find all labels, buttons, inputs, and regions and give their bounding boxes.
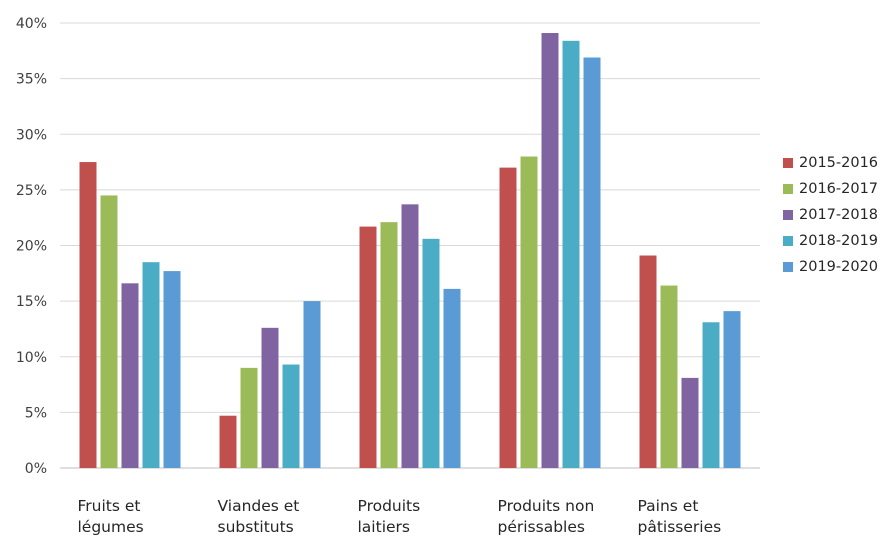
bar [583, 57, 601, 469]
bar [660, 285, 678, 468]
category-label: Produits laitiers [358, 497, 421, 536]
legend-item: 2016-2017 [783, 176, 878, 202]
bar [541, 33, 559, 468]
y-tick-label: 15% [16, 294, 47, 310]
y-tick-label: 25% [16, 183, 47, 199]
bar [303, 301, 321, 468]
bar [100, 195, 118, 468]
legend: 2015-2016 2016-2017 2017-2018 2018-2019 2019… [783, 150, 878, 280]
legend-item: 2018-2019 [783, 228, 878, 254]
y-tick-label: 30% [16, 127, 47, 143]
bar [380, 222, 398, 468]
bar [79, 162, 97, 468]
legend-swatch [783, 262, 793, 272]
legend-swatch [783, 236, 793, 246]
y-axis-ticks: 0% 5% 10% 15% 20% 25% 30% 35% 40% [16, 16, 47, 477]
bars [79, 33, 741, 469]
bar [520, 156, 538, 468]
bar [499, 167, 517, 468]
legend-label: 2017-2018 [799, 207, 879, 223]
y-tick-label: 40% [16, 16, 47, 32]
bar [723, 311, 741, 468]
category-label: Fruits et légumes [78, 497, 144, 536]
bar [681, 377, 699, 468]
y-tick-label: 5% [25, 405, 47, 421]
legend-item: 2017-2018 [783, 202, 878, 228]
y-tick-label: 10% [16, 350, 47, 366]
bar [639, 255, 657, 468]
y-tick-label: 20% [16, 239, 47, 255]
legend-label: 2015-2016 [799, 155, 879, 171]
bar [121, 283, 139, 468]
bar [443, 288, 461, 468]
bar [562, 40, 580, 469]
legend-swatch [783, 210, 793, 220]
bar [142, 262, 160, 468]
legend-label: 2019-2020 [799, 259, 879, 275]
category-label: Produits non périssables [498, 497, 595, 536]
bar [359, 226, 377, 468]
legend-item: 2019-2020 [783, 254, 878, 280]
bar [401, 204, 419, 468]
x-axis-labels: Fruits et légumes Viandes et substituts Prod… [78, 497, 722, 536]
category-label: Viandes et substituts [218, 497, 300, 536]
y-tick-label: 35% [16, 72, 47, 88]
legend-swatch [783, 184, 793, 194]
bar [163, 271, 181, 468]
bar [261, 327, 279, 468]
bar [219, 415, 237, 468]
category-label: Pains et pâtisseries [638, 497, 722, 536]
legend-label: 2016-2017 [799, 181, 879, 197]
legend-swatch [783, 158, 793, 168]
y-tick-label: 0% [25, 461, 47, 477]
legend-item: 2015-2016 [783, 150, 878, 176]
bar [702, 322, 720, 468]
bar [422, 238, 440, 468]
bar [240, 367, 258, 468]
bar [282, 364, 300, 468]
legend-label: 2018-2019 [799, 233, 879, 249]
